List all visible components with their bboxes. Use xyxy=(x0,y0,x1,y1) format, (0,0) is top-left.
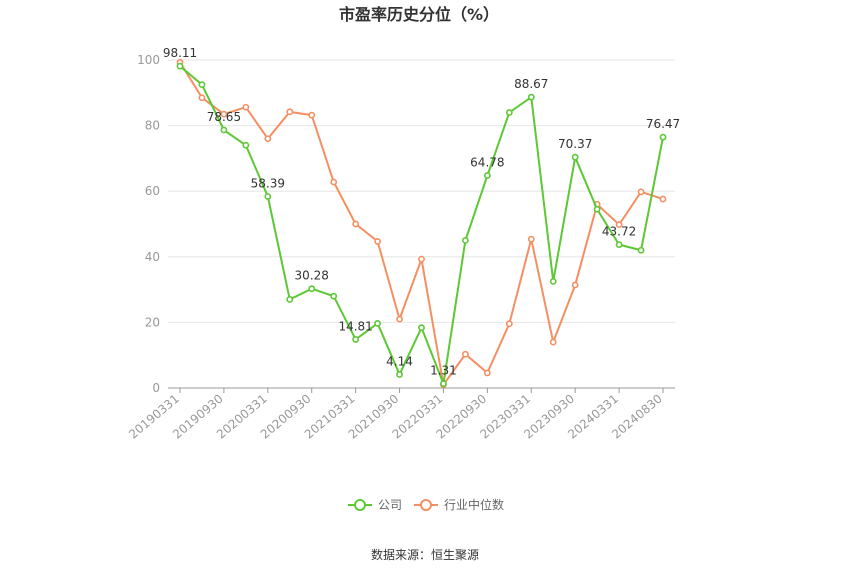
data-point xyxy=(308,285,316,293)
data-point xyxy=(330,292,338,300)
data-point xyxy=(637,246,645,254)
data-point xyxy=(264,193,272,200)
data-point xyxy=(615,241,623,248)
data-point xyxy=(220,110,228,118)
data-point xyxy=(352,336,360,343)
data-point xyxy=(483,369,491,377)
data-label: 70.37 xyxy=(558,137,592,151)
data-point xyxy=(264,135,272,143)
legend-item[interactable]: 公司 xyxy=(348,498,402,512)
data-point xyxy=(549,338,557,346)
source-note: 数据来源：恒生聚源 xyxy=(371,547,479,562)
data-point xyxy=(242,141,250,149)
y-tick-label: 100 xyxy=(137,53,160,67)
data-point xyxy=(418,324,425,332)
data-label: 4.14 xyxy=(386,354,413,368)
data-label: 88.67 xyxy=(514,77,548,91)
legend-item[interactable]: 行业中位数 xyxy=(414,497,504,512)
y-tick-label: 60 xyxy=(145,184,160,198)
data-label: 58.39 xyxy=(251,176,285,190)
data-point xyxy=(176,62,184,70)
y-tick-label: 0 xyxy=(152,381,160,395)
data-label: 14.81 xyxy=(338,319,372,333)
legend[interactable]: 公司 行业中位数 xyxy=(348,497,504,512)
data-point xyxy=(549,277,557,285)
data-point xyxy=(637,188,645,196)
legend-label: 行业中位数 xyxy=(444,497,504,512)
data-point xyxy=(505,320,513,328)
data-point xyxy=(286,296,294,303)
data-point xyxy=(286,108,294,116)
data-point xyxy=(418,255,425,263)
data-label: 98.11 xyxy=(163,46,197,60)
data-label: 64.78 xyxy=(470,156,504,170)
data-label: 76.47 xyxy=(646,117,680,131)
data-point xyxy=(593,205,601,213)
data-label: 1.31 xyxy=(430,364,457,378)
data-point xyxy=(571,153,579,161)
data-point xyxy=(352,220,360,228)
data-point xyxy=(374,319,381,327)
data-point xyxy=(374,237,381,245)
data-point xyxy=(308,111,316,119)
data-point xyxy=(527,235,535,243)
grid-lines xyxy=(168,59,675,323)
y-tick-label: 20 xyxy=(145,315,160,329)
y-tick-label: 40 xyxy=(145,250,160,264)
data-point xyxy=(462,236,469,244)
data-point xyxy=(527,93,535,101)
y-tick-label: 80 xyxy=(145,119,160,133)
data-point xyxy=(198,94,206,102)
data-point xyxy=(483,172,491,179)
data-label: 78.65 xyxy=(207,110,241,124)
data-label: 43.72 xyxy=(602,225,636,239)
chart-title: 市盈率历史分位（%） xyxy=(339,5,499,24)
data-point xyxy=(462,350,469,358)
data-label: 30.28 xyxy=(295,269,329,283)
data-point xyxy=(198,81,206,88)
data-point xyxy=(396,315,403,323)
data-point xyxy=(220,126,228,134)
data-point xyxy=(242,103,250,111)
data-point xyxy=(440,380,447,388)
data-point xyxy=(659,195,667,203)
data-point xyxy=(615,221,623,229)
data-point xyxy=(330,178,338,186)
series-lines xyxy=(176,58,667,389)
series-line xyxy=(179,61,664,388)
legend-label: 公司 xyxy=(378,498,402,512)
data-point xyxy=(505,109,513,116)
legend-marker xyxy=(420,499,432,511)
data-point xyxy=(659,133,667,141)
data-point xyxy=(396,371,403,378)
data-labels: 98.11 78.65 58.39 30.28 14.81 4.14 1.31 64.78 88… xyxy=(163,46,680,378)
data-point xyxy=(571,281,579,289)
legend-marker xyxy=(354,499,366,511)
